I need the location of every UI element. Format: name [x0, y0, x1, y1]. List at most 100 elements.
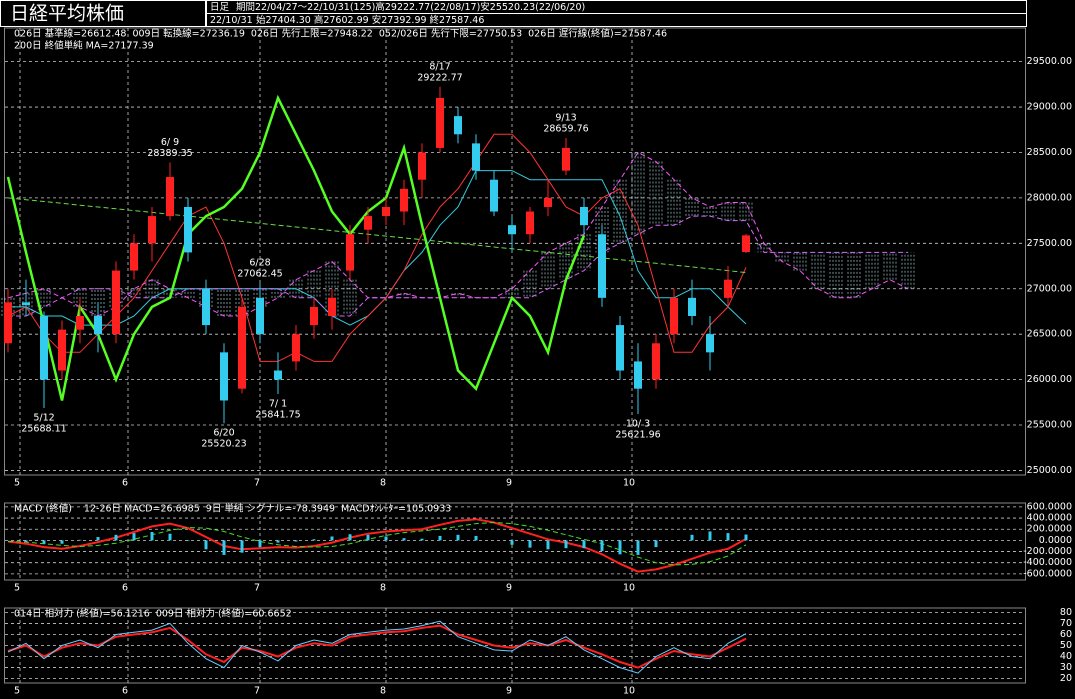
- y-tick-label: 40: [1060, 651, 1072, 662]
- annotation-date: 6/28: [249, 258, 270, 269]
- legend-entry: 009日 相対力 (終値)=60.6652: [156, 608, 292, 620]
- x-tick-label: 6: [122, 478, 128, 489]
- histogram-bar: [312, 539, 316, 541]
- histogram-bar: [744, 534, 748, 541]
- y-tick-label: 29000.00: [1027, 102, 1072, 113]
- annotation-value: 25520.23: [201, 439, 246, 450]
- annotation-value: 25841.75: [255, 409, 300, 420]
- title-box: [0, 0, 206, 27]
- candle-body: [724, 279, 732, 298]
- x-tick-label: 9: [506, 686, 512, 697]
- candle-body: [184, 206, 192, 253]
- histogram-bar: [24, 540, 28, 543]
- candle-body: [688, 297, 696, 317]
- histogram-bar: [366, 534, 370, 541]
- histogram-bar: [420, 538, 424, 541]
- panel-frame: [4, 27, 1026, 476]
- y-tick-label: 20: [1060, 673, 1072, 684]
- histogram-bar: [222, 540, 226, 555]
- legend-entry: 009日 転換線=27236.19: [132, 28, 244, 40]
- annotation-value: 29222.77: [417, 72, 462, 83]
- histogram-bar: [330, 536, 334, 541]
- y-tick-label: 70: [1060, 618, 1072, 629]
- legend-entry: 12-26日 MACD=26.6985: [84, 504, 200, 515]
- ohlc: 始27404.30 高27602.99 安27392.99 終27587.46: [256, 14, 484, 26]
- candle-body: [40, 316, 48, 380]
- candle-body: [382, 206, 390, 217]
- candle-body: [436, 97, 444, 148]
- series-line: [7, 620, 747, 674]
- candle-body: [598, 234, 606, 298]
- annotation-date: 9/13: [555, 112, 576, 123]
- x-tick-label: 10: [623, 686, 635, 697]
- y-tick-label: 25500.00: [1027, 420, 1072, 431]
- candle-body: [544, 197, 552, 207]
- histogram-bar: [96, 537, 100, 541]
- annotation-date: 6/20: [213, 428, 234, 439]
- series-line: [6, 94, 586, 401]
- histogram-bar: [618, 540, 622, 555]
- x-tick-label: 6: [122, 686, 128, 697]
- annotation-value: 25621.96: [615, 429, 660, 440]
- candle-body: [22, 302, 30, 306]
- y-tick-label: 25000.00: [1027, 465, 1072, 476]
- histogram-bar: [240, 540, 244, 553]
- candle-body: [238, 306, 246, 389]
- y-tick-label: -400.0000: [1023, 557, 1072, 568]
- candle-body: [652, 343, 660, 380]
- x-tick-label: 5: [14, 583, 20, 594]
- y-tick-label: 28000.00: [1027, 192, 1072, 203]
- histogram-bar: [564, 540, 568, 549]
- candle-body: [526, 211, 534, 235]
- annotation-date: 6/ 9: [161, 137, 179, 148]
- candle-body: [490, 179, 498, 212]
- y-tick-label: 200.0000: [1027, 524, 1072, 535]
- y-tick-label: -200.0000: [1023, 546, 1072, 557]
- y-tick-label: 26500.00: [1027, 329, 1072, 340]
- histogram-bar: [600, 540, 604, 551]
- candle-body: [274, 370, 282, 380]
- annotation-value: 27062.45: [237, 269, 282, 280]
- histogram-bar: [186, 540, 190, 541]
- series-line: [7, 521, 747, 566]
- x-tick-label: 8: [380, 686, 386, 697]
- x-tick-label: 5: [14, 478, 20, 489]
- y-tick-label: 30: [1060, 662, 1072, 673]
- x-tick-label: 10: [623, 478, 635, 489]
- y-tick-label: 26000.00: [1027, 374, 1072, 385]
- series-line: [7, 518, 747, 573]
- annotation-date: 8/17: [429, 61, 450, 72]
- histogram-bar: [132, 533, 136, 541]
- candle-body: [202, 288, 210, 326]
- histogram-bar: [384, 536, 388, 541]
- histogram-bar: [654, 540, 658, 548]
- annotation-date: 7/ 1: [269, 398, 287, 409]
- x-tick-label: 9: [506, 478, 512, 489]
- legend-entry: 026日 遅行線(終値)=27587.46: [528, 28, 667, 40]
- candle-body: [400, 188, 408, 212]
- candle-body: [616, 325, 624, 371]
- histogram-bar: [168, 533, 172, 541]
- histogram-bar: [114, 534, 118, 541]
- candle-body: [418, 152, 426, 180]
- histogram-bar: [456, 534, 460, 541]
- y-tick-label: 600.0000: [1027, 501, 1072, 512]
- candle-body: [580, 206, 588, 226]
- candle-body: [292, 334, 300, 362]
- period: 期間22/04/27～22/10/31(125)高29222.77(22/08/…: [236, 1, 585, 13]
- histogram-bar: [636, 540, 640, 555]
- histogram-bar: [438, 535, 442, 541]
- candle-body: [472, 143, 480, 171]
- histogram-bar: [294, 540, 298, 542]
- histogram-bar: [78, 539, 82, 541]
- y-tick-label: 50: [1060, 640, 1072, 651]
- y-tick-label: 27500.00: [1027, 238, 1072, 249]
- histogram-bar: [510, 540, 514, 545]
- candle-body: [742, 235, 750, 253]
- histogram-bar: [150, 532, 154, 541]
- candle-body: [454, 116, 462, 135]
- x-tick-label: 10: [623, 583, 635, 594]
- x-tick-label: 8: [380, 583, 386, 594]
